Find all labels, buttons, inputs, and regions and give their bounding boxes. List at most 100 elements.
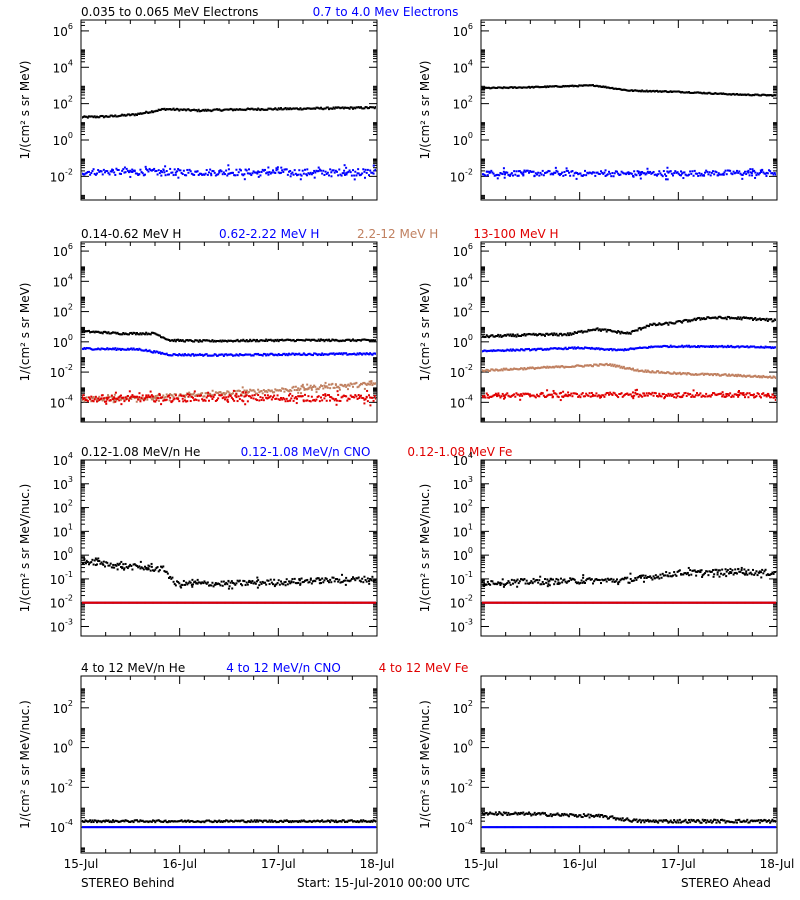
- data-point: [210, 110, 213, 113]
- data-point: [369, 339, 372, 342]
- data-point: [242, 108, 245, 111]
- data-point: [361, 353, 364, 356]
- data-point: [289, 389, 292, 392]
- data-point: [186, 108, 189, 111]
- data-point: [369, 601, 372, 604]
- data-point: [731, 346, 734, 349]
- data-point: [243, 178, 246, 181]
- data-point: [219, 584, 222, 587]
- data-point: [581, 365, 584, 368]
- data-point: [201, 173, 204, 176]
- data-point: [171, 576, 174, 579]
- data-point: [773, 346, 776, 349]
- data-point: [590, 329, 593, 332]
- data-point: [86, 170, 89, 173]
- data-point: [745, 345, 748, 348]
- data-point: [212, 601, 215, 604]
- data-point: [345, 173, 348, 176]
- data-point: [650, 90, 653, 93]
- data-point: [522, 392, 525, 395]
- data-point: [252, 397, 255, 400]
- data-point: [240, 583, 242, 586]
- data-point: [177, 108, 180, 111]
- data-point: [270, 339, 273, 342]
- data-point: [363, 338, 366, 341]
- data-point: [744, 170, 746, 173]
- data-point: [569, 174, 572, 177]
- data-point: [621, 395, 624, 398]
- data-point: [683, 392, 686, 395]
- data-point: [336, 386, 338, 389]
- data-point: [178, 109, 181, 112]
- data-point: [717, 174, 720, 177]
- data-point: [355, 353, 358, 356]
- data-point: [188, 391, 191, 394]
- data-point: [616, 349, 618, 352]
- data-point: [278, 389, 281, 392]
- data-point: [203, 173, 206, 176]
- data-point: [565, 348, 568, 351]
- data-point: [187, 339, 190, 342]
- data-point: [689, 393, 692, 396]
- data-point: [712, 170, 714, 173]
- data-point: [750, 94, 753, 97]
- data-point: [134, 601, 137, 604]
- data-point: [329, 395, 332, 398]
- data-point: [749, 316, 752, 319]
- data-point: [305, 354, 308, 357]
- data-point: [362, 338, 365, 341]
- data-point: [613, 363, 616, 366]
- data-point: [756, 318, 759, 321]
- data-point: [164, 601, 167, 604]
- data-point: [168, 338, 170, 341]
- data-point: [348, 398, 351, 401]
- data-point: [157, 601, 160, 604]
- data-point: [498, 369, 501, 372]
- data-point: [104, 396, 106, 399]
- data-point: [685, 91, 688, 94]
- data-point: [154, 396, 157, 399]
- data-point: [509, 333, 512, 336]
- data-point: [98, 399, 101, 402]
- data-point: [216, 583, 218, 586]
- data-point: [611, 172, 614, 175]
- data-point: [658, 392, 661, 395]
- data-point: [581, 174, 584, 177]
- data-point: [764, 376, 767, 379]
- data-point: [153, 400, 156, 403]
- data-point: [275, 169, 278, 172]
- data-point: [770, 172, 773, 175]
- data-point: [537, 171, 540, 174]
- data-point: [110, 601, 113, 604]
- data-point: [323, 353, 326, 356]
- data-point: [260, 390, 263, 393]
- data-point: [214, 353, 217, 356]
- data-point: [364, 398, 367, 401]
- data-point: [273, 585, 276, 588]
- data-point: [609, 172, 612, 175]
- data-point: [768, 169, 770, 172]
- data-point: [316, 387, 319, 390]
- data-point: [155, 399, 158, 402]
- data-point: [209, 109, 212, 112]
- data-point: [219, 339, 222, 342]
- y-axis-label: 1/(cm² s sr MeV): [18, 283, 32, 382]
- data-point: [140, 601, 143, 604]
- data-point: [245, 601, 248, 604]
- data-point: [765, 375, 768, 378]
- series-marks: [482, 344, 776, 353]
- data-point: [601, 347, 604, 350]
- y-tick-label: 100: [453, 546, 473, 563]
- data-point: [226, 583, 229, 586]
- data-point: [324, 170, 327, 173]
- data-point: [556, 395, 559, 398]
- data-point: [320, 582, 322, 585]
- data-point: [246, 353, 249, 356]
- data-point: [217, 582, 220, 585]
- data-point: [209, 392, 212, 395]
- data-point: [352, 169, 354, 172]
- data-point: [154, 170, 157, 173]
- data-point: [738, 317, 741, 320]
- data-point: [150, 565, 153, 568]
- data-point: [582, 365, 585, 368]
